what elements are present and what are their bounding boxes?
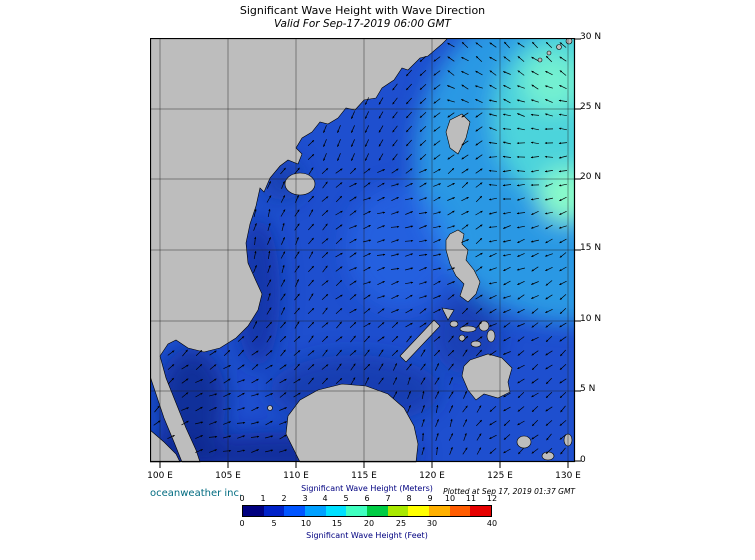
valid-time-subtitle: Valid For Sep-17-2019 06:00 GMT — [274, 18, 451, 30]
legend-meters-tick: 7 — [385, 494, 391, 503]
legend-feet-tick: 5 — [271, 519, 277, 528]
legend-meters-tick: 1 — [260, 494, 266, 503]
land-natuna — [267, 405, 273, 411]
axis-tickmarks — [159, 38, 581, 468]
lat-tick-label: 0 — [580, 455, 586, 465]
land-borneo — [285, 383, 419, 463]
lat-tick-label: 10 N — [580, 314, 602, 324]
lon-tick-label: 100 E — [147, 471, 173, 481]
wave-height-shading — [150, 38, 575, 462]
land-sulawesi — [516, 435, 532, 449]
lon-tick-label: 120 E — [419, 471, 445, 481]
land-mainland-asia — [150, 38, 449, 463]
land-mindoro — [441, 307, 455, 321]
lon-tick-label: 110 E — [283, 471, 309, 481]
plotted-timestamp: Plotted at Sep 17, 2019 01:37 GMT — [443, 487, 575, 496]
map-plot — [150, 38, 581, 468]
land-mindanao — [461, 353, 513, 401]
land-visayas — [449, 320, 459, 328]
legend-meters-tick: 10 — [444, 494, 456, 503]
legend-meters-tick: 4 — [322, 494, 328, 503]
land-hainan — [284, 172, 316, 196]
page-title: Significant Wave Height with Wave Direct… — [239, 4, 486, 17]
land-layer — [150, 38, 573, 463]
legend-meters-tick: 5 — [343, 494, 349, 503]
legend-feet-tick: 30 — [426, 519, 438, 528]
legend-meters-tick: 9 — [427, 494, 433, 503]
lat-tick-label: 15 N — [580, 243, 602, 253]
wave-height-colorbar — [242, 505, 492, 517]
land-ryukyu — [556, 44, 562, 50]
lon-tick-label: 115 E — [351, 471, 377, 481]
legend-meters-tick: 12 — [486, 494, 498, 503]
legend-feet-label: Significant Wave Height (Feet) — [306, 531, 428, 540]
legend-feet-tick: 25 — [395, 519, 407, 528]
land-visayas — [470, 340, 482, 348]
land-visayas — [459, 325, 477, 333]
lat-tick-label: 20 N — [580, 172, 602, 182]
legend-meters-tick: 8 — [406, 494, 412, 503]
legend-feet-tick: 20 — [363, 519, 375, 528]
lat-tick-label: 25 N — [580, 102, 602, 112]
legend-feet-tick: 40 — [486, 519, 498, 528]
land-ryukyu — [537, 57, 543, 63]
land-luzon — [445, 229, 481, 303]
legend-meters-tick: 2 — [281, 494, 287, 503]
land-palawan — [399, 319, 441, 363]
land-visayas — [478, 320, 490, 332]
lon-tick-label: 130 E — [555, 471, 581, 481]
legend-feet-tick: 0 — [239, 519, 245, 528]
legend-meters-tick: 3 — [302, 494, 308, 503]
legend-meters-tick: 11 — [465, 494, 477, 503]
legend-meters-tick: 6 — [364, 494, 370, 503]
lat-tick-label: 5 N — [580, 384, 596, 394]
land-ryukyu — [565, 38, 573, 45]
lat-tick-label: 30 N — [580, 32, 602, 42]
lon-tick-label: 125 E — [487, 471, 513, 481]
lon-tick-label: 105 E — [215, 471, 241, 481]
land-ryukyu — [546, 50, 552, 56]
oceanweather-credit: oceanweather inc. — [150, 488, 243, 499]
legend-meters-tick: 0 — [239, 494, 245, 503]
legend-meters-label: Significant Wave Height (Meters) — [301, 484, 433, 493]
land-visayas — [458, 334, 466, 342]
land-moluccas — [541, 451, 555, 461]
graticule — [150, 38, 575, 462]
land-sumatra — [150, 429, 181, 463]
land-visayas — [486, 329, 496, 343]
wave-direction-arrows — [153, 41, 568, 456]
map-frame — [150, 38, 576, 463]
ocean-layer — [150, 38, 575, 462]
legend-feet-tick: 10 — [300, 519, 312, 528]
legend-feet-tick: 15 — [331, 519, 343, 528]
